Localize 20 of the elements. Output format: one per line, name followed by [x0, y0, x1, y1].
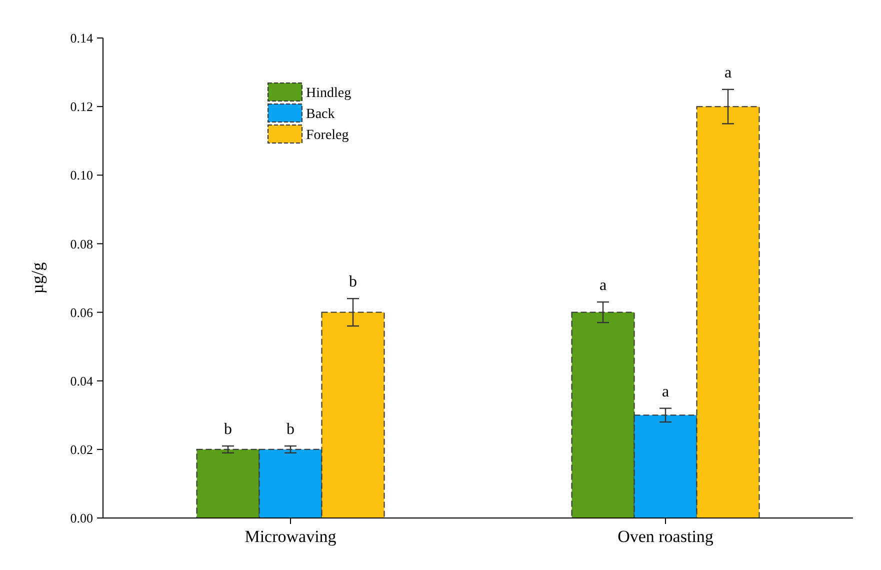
- annotation: a: [724, 64, 732, 82]
- annotation: b: [286, 421, 294, 438]
- x-tick-label: Oven roasting: [618, 527, 714, 546]
- y-tick-label: 0.12: [70, 99, 93, 114]
- y-tick-label: 0.08: [70, 236, 93, 252]
- legend-label: Hindleg: [306, 86, 352, 101]
- y-tick-label: 0.00: [70, 510, 93, 526]
- annotation: a: [662, 383, 670, 400]
- x-tick-label: Microwaving: [244, 527, 337, 546]
- y-tick-label: 0.06: [70, 304, 94, 320]
- y-axis-title: µg/g: [28, 262, 47, 294]
- y-tick-label: 0.02: [70, 442, 93, 457]
- legend-label: Foreleg: [306, 128, 349, 143]
- legend-label: Back: [306, 106, 335, 122]
- annotation: b: [349, 274, 357, 291]
- y-tick-label: 0.14: [70, 30, 94, 46]
- annotation: a: [599, 277, 607, 294]
- y-tick-label: 0.10: [70, 168, 93, 183]
- y-tick-label: 0.04: [70, 373, 94, 388]
- annotation: b: [224, 421, 232, 438]
